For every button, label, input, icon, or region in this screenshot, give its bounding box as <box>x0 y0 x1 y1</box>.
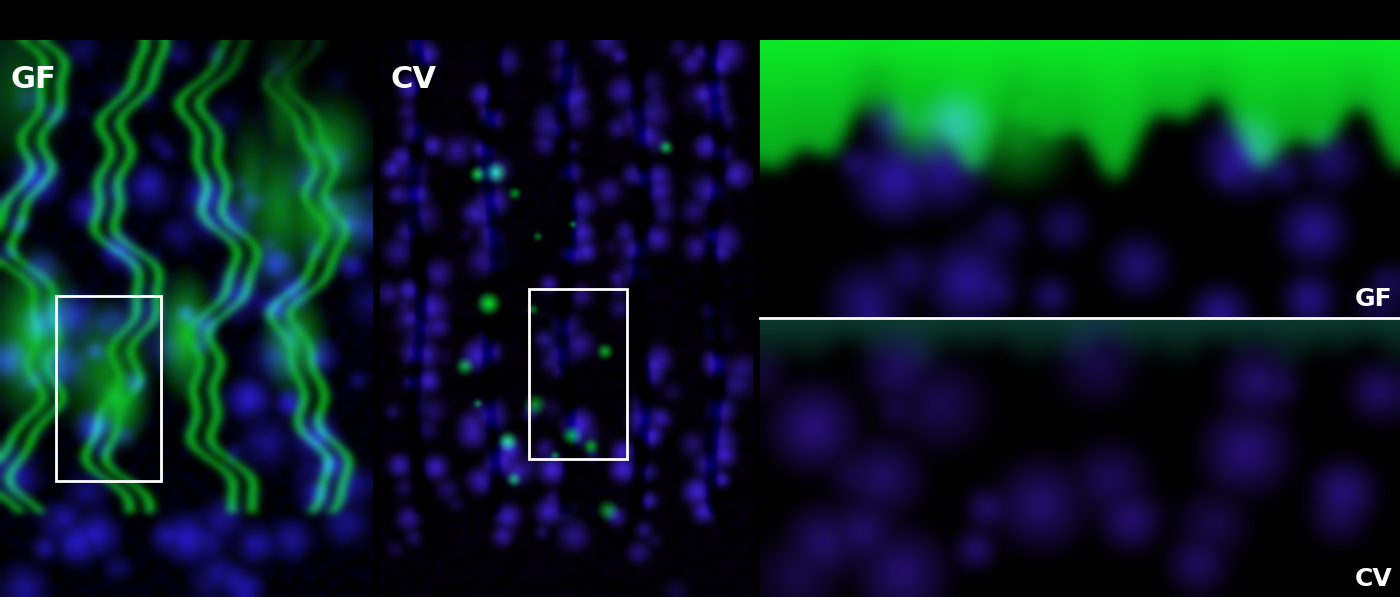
Text: CV: CV <box>391 66 437 94</box>
Text: CV: CV <box>1355 567 1393 590</box>
Text: GF: GF <box>1355 287 1393 310</box>
Bar <box>56 296 161 481</box>
Bar <box>529 288 627 458</box>
Text: GF: GF <box>11 66 56 94</box>
